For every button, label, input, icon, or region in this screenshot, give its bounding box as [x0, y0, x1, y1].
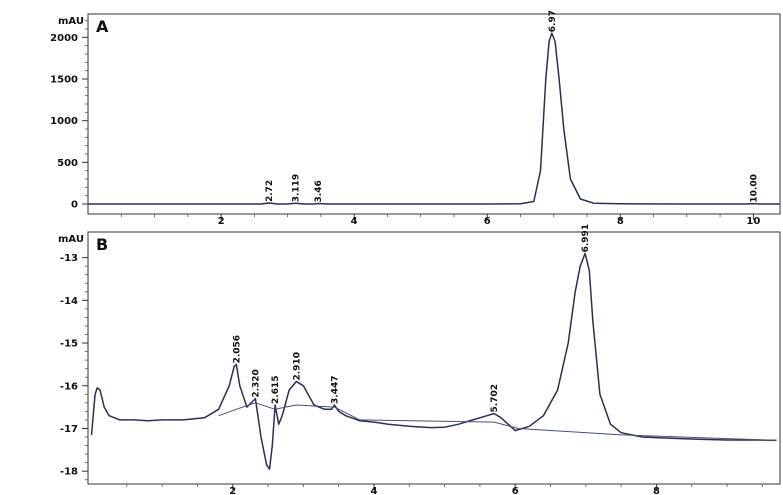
panel-a-x-ticks: 2 4 6 8 10: [120, 214, 760, 227]
peak-label: 6.991: [581, 224, 591, 252]
y-tick-label: 1000: [50, 116, 78, 127]
panel-a-plot-area: [88, 32, 780, 205]
y-tick-label: -15: [60, 339, 78, 350]
baseline-line: [218, 402, 777, 441]
x-tick-label: 4: [351, 216, 358, 227]
panel-b-y-unit: mAU: [58, 234, 84, 245]
panel-b-peak-labels: 2.056 2.320 2.615 2.910 3.447 5.702 6.991: [232, 224, 591, 413]
panel-b-frame: [87, 231, 781, 485]
y-tick-label: -13: [60, 253, 78, 264]
peak-label: 3.119: [292, 174, 302, 202]
peak-label: 3.447: [330, 375, 340, 403]
x-tick-label: 6: [512, 486, 519, 495]
peak-label: 5.702: [490, 384, 500, 412]
panel-b: mAU B -13 -14 -15 -16 -17 -18 2 4 6 8 2.056 2.320…: [58, 224, 781, 495]
panel-a-y-unit: mAU: [58, 16, 84, 27]
y-tick-label: 2000: [50, 33, 78, 44]
x-tick-label: 8: [653, 486, 660, 495]
y-tick-label: 0: [71, 200, 78, 211]
x-tick-label: 6: [484, 216, 491, 227]
peak-label: 2.910: [292, 352, 302, 380]
signal-line: [88, 32, 780, 205]
y-tick-label: 1500: [50, 75, 78, 86]
x-tick-label: 8: [617, 216, 624, 227]
signal-line: [90, 252, 777, 470]
x-tick-label: 4: [370, 486, 377, 495]
peak-label: 2.320: [251, 369, 261, 397]
panel-a-y-ticks: 0 500 1000 1500 2000: [50, 20, 88, 211]
y-tick-label: -16: [60, 381, 78, 392]
panel-b-x-ticks: 2 4 6 8: [126, 484, 763, 495]
x-tick-label: 10: [746, 216, 760, 227]
peak-label: 10.00: [749, 174, 759, 202]
x-tick-label: 2: [218, 216, 225, 227]
y-tick-label: -17: [60, 424, 78, 435]
y-tick-label: -18: [60, 467, 78, 478]
peak-label: 2.72: [265, 180, 275, 202]
panel-a-letter: A: [96, 17, 109, 36]
y-tick-label: -14: [60, 296, 78, 307]
panel-b-y-ticks: -13 -14 -15 -16 -17 -18: [60, 253, 88, 481]
peak-label: 2.615: [271, 376, 281, 404]
panel-b-letter: B: [96, 235, 108, 254]
peak-label: 3.46: [314, 180, 324, 202]
peak-label: 6.97: [548, 10, 558, 32]
panel-a-frame: [87, 13, 781, 215]
y-tick-label: 500: [57, 158, 78, 169]
panel-a-peak-labels: 2.72 3.119 3.46 6.97 10.00: [265, 10, 759, 203]
peak-label: 2.056: [232, 335, 242, 363]
panel-a: mAU A 0 500 1000 1500 2000 2 4 6 8 10 2.72 3.119 3…: [50, 10, 781, 227]
panel-b-plot-area: [90, 252, 777, 470]
x-tick-label: 2: [229, 486, 236, 495]
